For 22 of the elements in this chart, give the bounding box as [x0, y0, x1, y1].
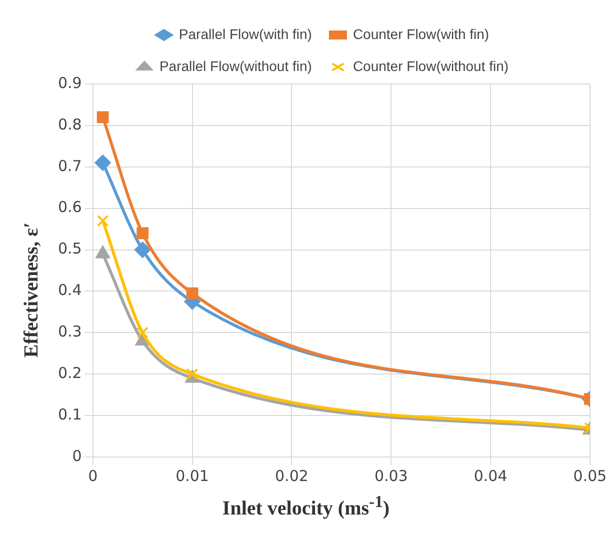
y-tick-label: 0.9 — [58, 74, 82, 92]
legend-label: Parallel Flow(without fin) — [159, 58, 312, 74]
x-tick-label: 0.02 — [275, 466, 308, 485]
x-tick-label: 0.01 — [176, 466, 209, 485]
y-tick-label: 0.7 — [58, 156, 82, 175]
y-tick-label: 0.4 — [58, 281, 82, 300]
y-tick-label: 0.6 — [58, 198, 82, 216]
y-tick-label: 0.1 — [58, 405, 82, 424]
y-tick-label: 0.5 — [58, 240, 82, 258]
y-tick-label: 0 — [72, 446, 82, 465]
x-axis-title: Inlet velocity (ms$^{-1}$) — [221, 492, 391, 521]
y-tick-label: 0.2 — [58, 364, 82, 382]
x-tick-label: 0.05 — [573, 466, 607, 485]
legend-label: Counter Flow(without fin) — [352, 58, 509, 74]
legend-label: Parallel Flow(with fin) — [178, 26, 312, 42]
x-tick-label: 0 — [88, 466, 98, 485]
y-axis-title: Effectiveness, ε′ — [20, 222, 44, 358]
y-tick-label: 0.8 — [58, 115, 82, 134]
x-tick-label: 0.03 — [374, 466, 408, 485]
y-tick-label: 0.3 — [58, 322, 82, 341]
legend-label: Counter Flow(with fin) — [352, 26, 490, 42]
x-tick-label: 0.04 — [474, 466, 508, 485]
